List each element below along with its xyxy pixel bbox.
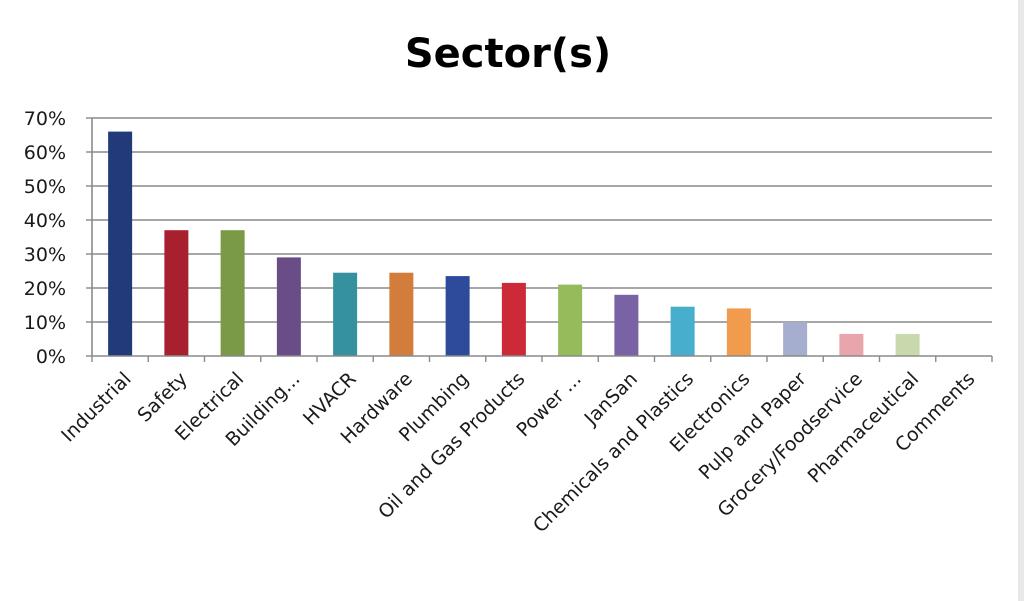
bar-chemicals-and-plastics: [670, 306, 695, 356]
bar-jansan: [614, 294, 639, 356]
y-tick-label: 60%: [24, 142, 66, 164]
bar-safety: [164, 230, 189, 356]
bar-hvacr: [333, 272, 358, 356]
bar-grocery-foodservice: [839, 333, 864, 356]
y-tick-label: 20%: [24, 278, 66, 300]
y-tick-label: 30%: [24, 244, 66, 266]
y-tick-label: 40%: [24, 210, 66, 232]
y-tick-label: 0%: [36, 346, 66, 368]
bar-industrial: [108, 131, 133, 356]
x-category-labels: IndustrialSafetyElectricalBuilding...HVA…: [57, 368, 979, 537]
axes: [86, 117, 993, 362]
y-tick-label: 10%: [24, 312, 66, 334]
bars: [108, 131, 920, 356]
window-edge: [1018, 0, 1024, 601]
y-tick-label: 70%: [24, 108, 66, 130]
bar-electronics: [726, 308, 751, 356]
bar-oil-and-gas-products: [501, 282, 526, 356]
bar-hardware: [389, 272, 414, 356]
bar-building: [276, 257, 301, 356]
bar-pharmaceutical: [895, 333, 920, 356]
y-tick-labels: 0% 10% 20% 30% 40% 50% 60% 70%: [24, 108, 66, 368]
bar-electrical: [220, 230, 245, 356]
bar-power: [558, 284, 583, 356]
x-category-label: Industrial: [57, 368, 136, 447]
bar-pulp-and-paper: [783, 322, 808, 356]
bar-plumbing: [445, 276, 470, 356]
y-tick-label: 50%: [24, 176, 66, 198]
chart-title: Sector(s): [405, 31, 611, 77]
